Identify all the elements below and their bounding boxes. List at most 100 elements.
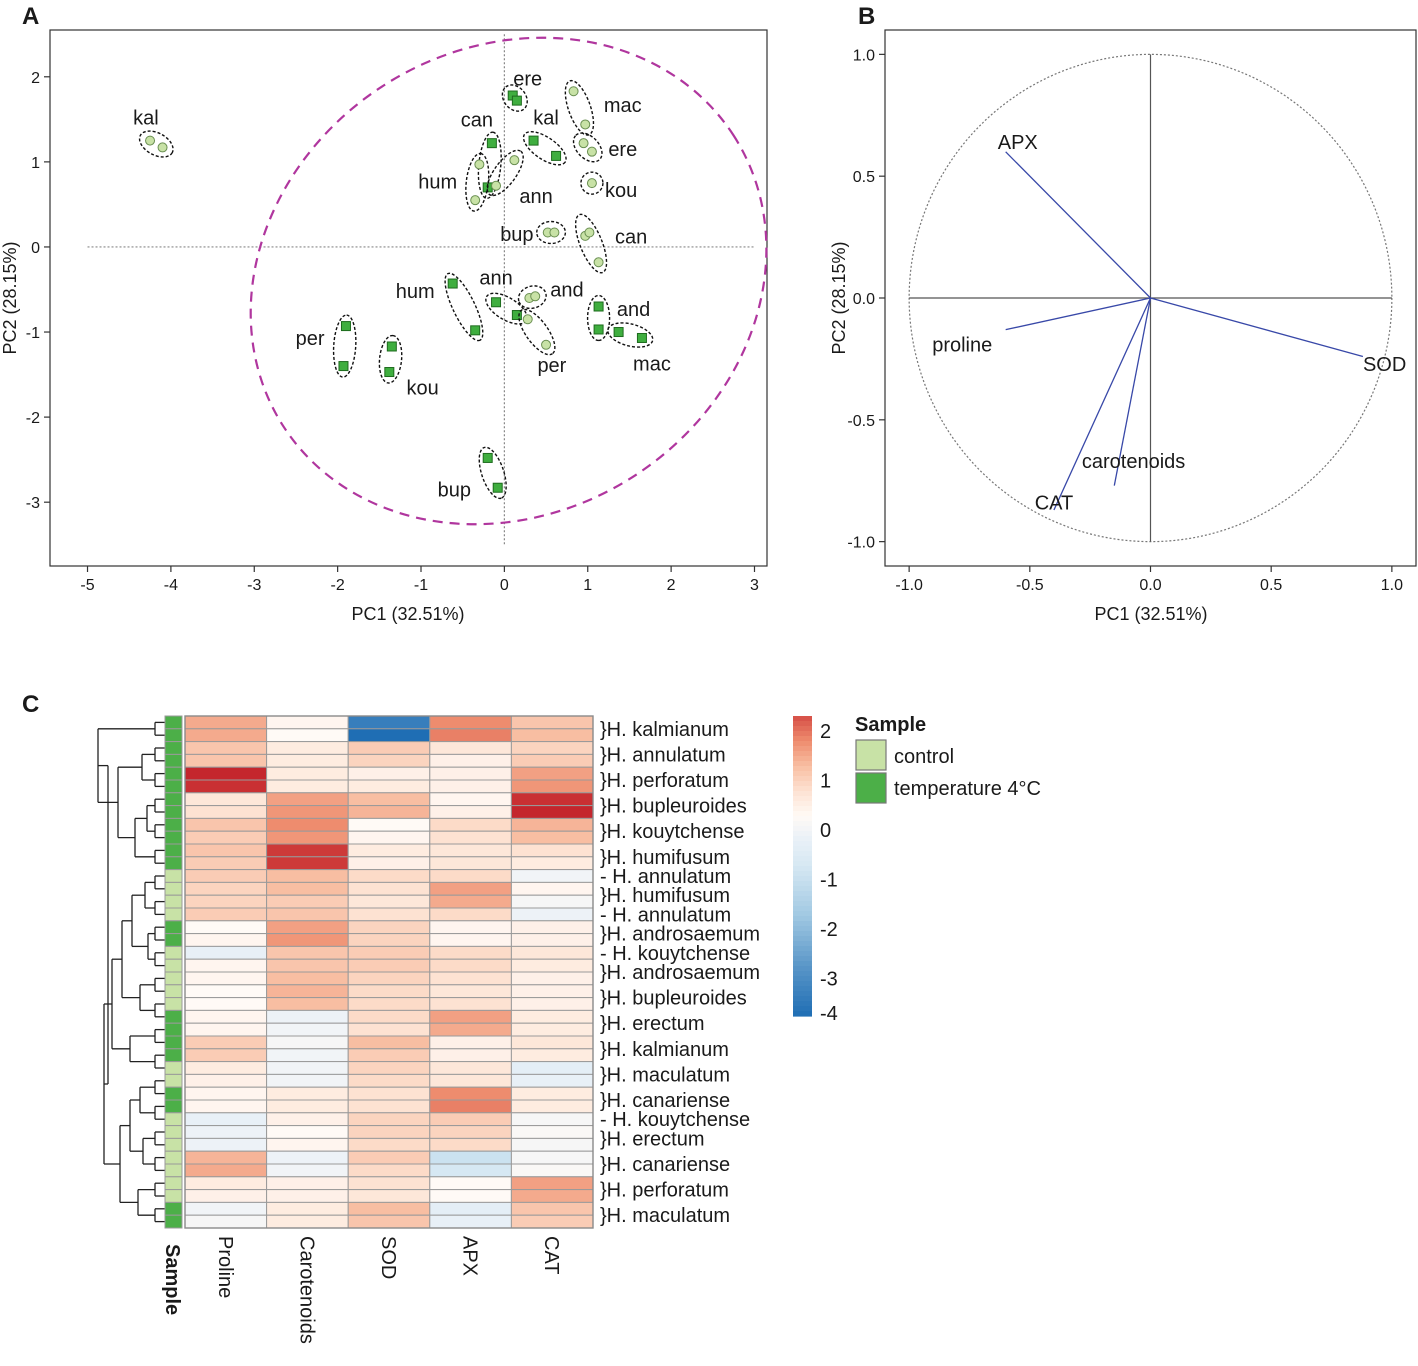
colorbar-segment xyxy=(793,961,812,967)
heatmap-cell xyxy=(347,1048,431,1063)
heatmap-cell xyxy=(510,1214,594,1229)
group-label: can xyxy=(461,109,493,131)
heatmap-cell xyxy=(184,817,268,832)
y-tick-label: -1 xyxy=(26,325,40,342)
heatmap-cell xyxy=(510,869,594,883)
heatmap-cell xyxy=(429,945,512,960)
colorbar-segment xyxy=(793,836,812,842)
group-ellipse xyxy=(522,130,567,166)
annotation-cell xyxy=(164,715,183,730)
heatmap-cell xyxy=(266,856,349,871)
loading-vector xyxy=(1005,151,1151,299)
heatmap-cell xyxy=(184,779,268,794)
column-label: Proline xyxy=(214,1236,236,1298)
heatmap-cell xyxy=(266,1073,349,1088)
heatmap-cell xyxy=(429,1035,512,1050)
sample-legend-title: Sample xyxy=(855,714,926,736)
y-tick-label: 0.0 xyxy=(853,291,875,308)
heatmap-cell xyxy=(266,1099,349,1114)
heatmap-cell xyxy=(429,1137,512,1152)
heatmap-cell xyxy=(347,1073,431,1088)
heatmap-cell xyxy=(429,894,512,909)
heatmap-cell xyxy=(347,1112,431,1127)
heatmap-cell xyxy=(184,805,268,819)
annotation-cell xyxy=(164,1201,183,1216)
group-ellipse xyxy=(586,294,611,342)
colorbar-tick-label: 1 xyxy=(820,770,831,792)
colorbar-tick-label: -4 xyxy=(820,1003,838,1025)
heatmap-cell xyxy=(347,958,431,973)
column-label: Carotenoids xyxy=(295,1236,317,1344)
row-label: }H. bupleuroides xyxy=(600,988,747,1010)
heatmap-cell xyxy=(266,958,349,973)
group-label: per xyxy=(537,355,566,377)
group-ellipse xyxy=(607,322,654,348)
heatmap-cell xyxy=(347,933,431,947)
heatmap-cell xyxy=(347,741,431,755)
row-label: }H. erectum xyxy=(600,1013,704,1035)
x-tick-label: 0 xyxy=(500,577,509,594)
y-tick-label: 0 xyxy=(31,240,40,257)
heatmap-annotation-title: Sample xyxy=(161,1244,183,1315)
row-label: }H. kalmianum xyxy=(600,719,729,741)
panel-b-x-axis-title: PC1 (32.51%) xyxy=(1094,604,1207,624)
heatmap-cell xyxy=(347,779,431,794)
annotation-cell xyxy=(164,830,183,845)
data-point-cold xyxy=(340,321,351,332)
heatmap-cell xyxy=(266,1022,349,1037)
heatmap-cell xyxy=(266,1189,349,1203)
annotation-cell xyxy=(164,907,183,922)
heatmap-cell xyxy=(347,1086,431,1101)
panel-a-reference-lines xyxy=(87,34,755,545)
heatmap-cell xyxy=(266,869,349,883)
heatmap-cell xyxy=(266,1035,349,1050)
pca-group: ere xyxy=(501,68,542,112)
heatmap-cell xyxy=(266,817,349,832)
x-tick-label: 0.5 xyxy=(1260,577,1282,594)
heatmap-cell xyxy=(510,843,594,858)
heatmap-cell xyxy=(184,766,268,781)
group-label: kal xyxy=(533,108,559,130)
annotation-cell xyxy=(164,856,183,871)
annotation-cell xyxy=(164,1189,183,1203)
data-point-cold xyxy=(593,301,604,312)
heatmap-cell xyxy=(347,805,431,819)
colorbar-segment xyxy=(793,1011,812,1017)
heatmap-cell xyxy=(184,792,268,807)
annotation-cell xyxy=(164,1061,183,1075)
heatmap-cell xyxy=(347,907,431,922)
panel-b-ticks: -1.0 -0.5 0.0 0.5 1.0 -1.0 -0.5 0.0 0.5 1.0 xyxy=(847,47,1403,594)
colorbar-segment xyxy=(793,986,812,992)
panel-b: B -1.0 -0.5 0.0 0.5 1.0 -1.0 -0.5 0.0 0.5 1.0 APX… xyxy=(829,3,1417,624)
heatmap-row-dendrogram xyxy=(97,721,165,1223)
annotation-cell xyxy=(164,958,183,973)
heatmap-cell xyxy=(510,1163,594,1178)
heatmap-cell xyxy=(347,715,431,730)
heatmap-cell xyxy=(266,1112,349,1127)
group-label: hum xyxy=(396,281,435,303)
heatmap-border xyxy=(184,715,594,1229)
heatmap-cell xyxy=(429,997,512,1011)
colorbar-segment xyxy=(793,1001,812,1007)
pca-group: hum xyxy=(396,272,484,342)
pca-group: and xyxy=(586,294,650,342)
colorbar-segment xyxy=(793,896,812,902)
colorbar-segment xyxy=(793,746,812,752)
annotation-cell xyxy=(164,984,183,999)
pca-group: per xyxy=(518,308,567,377)
heatmap-cell xyxy=(347,1125,431,1139)
annotation-cell xyxy=(164,881,183,896)
colorbar-segment xyxy=(793,831,812,837)
colorbar-segment xyxy=(793,766,812,772)
heatmap-cell xyxy=(429,1022,512,1037)
group-label: and xyxy=(617,299,650,321)
pca-group: mac xyxy=(607,322,671,376)
heatmap-cell xyxy=(184,997,268,1011)
x-tick-label: -1.0 xyxy=(895,577,923,594)
heatmap-cell xyxy=(184,1125,268,1139)
row-label: }H. erectum xyxy=(600,1128,704,1150)
colorbar-segment xyxy=(793,891,812,897)
group-label: ann xyxy=(519,186,552,208)
pca-group: ann xyxy=(486,149,553,208)
heatmap-cell xyxy=(429,1189,512,1203)
